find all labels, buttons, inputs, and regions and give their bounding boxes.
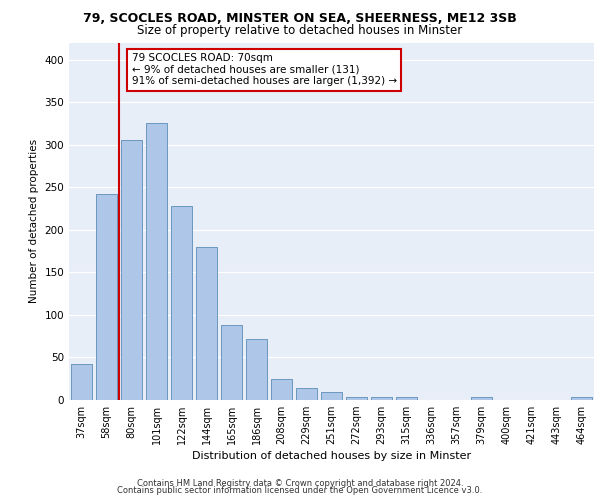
Bar (396, 396, 417, 400)
Bar (121, 140, 142, 400)
Bar (196, 247, 217, 400)
Bar (346, 396, 367, 400)
Bar (296, 388, 317, 400)
Bar (571, 398, 592, 400)
Bar (271, 378, 292, 400)
Bar (171, 206, 192, 400)
Y-axis label: Number of detached properties: Number of detached properties (29, 139, 39, 304)
Text: Contains HM Land Registry data © Crown copyright and database right 2024.: Contains HM Land Registry data © Crown c… (137, 478, 463, 488)
Bar (221, 325, 242, 400)
Bar (71, 364, 92, 400)
X-axis label: Distribution of detached houses by size in Minster: Distribution of detached houses by size … (192, 452, 471, 462)
Bar (246, 338, 267, 400)
Text: Size of property relative to detached houses in Minster: Size of property relative to detached ho… (137, 24, 463, 37)
Text: 79, SCOCLES ROAD, MINSTER ON SEA, SHEERNESS, ME12 3SB: 79, SCOCLES ROAD, MINSTER ON SEA, SHEERN… (83, 12, 517, 26)
Bar (471, 396, 492, 400)
Bar (371, 396, 392, 400)
Text: Contains public sector information licensed under the Open Government Licence v3: Contains public sector information licen… (118, 486, 482, 495)
Bar (146, 124, 167, 400)
Text: 79 SCOCLES ROAD: 70sqm
← 9% of detached houses are smaller (131)
91% of semi-det: 79 SCOCLES ROAD: 70sqm ← 9% of detached … (131, 53, 397, 86)
Bar (96, 194, 117, 400)
Bar (321, 392, 342, 400)
